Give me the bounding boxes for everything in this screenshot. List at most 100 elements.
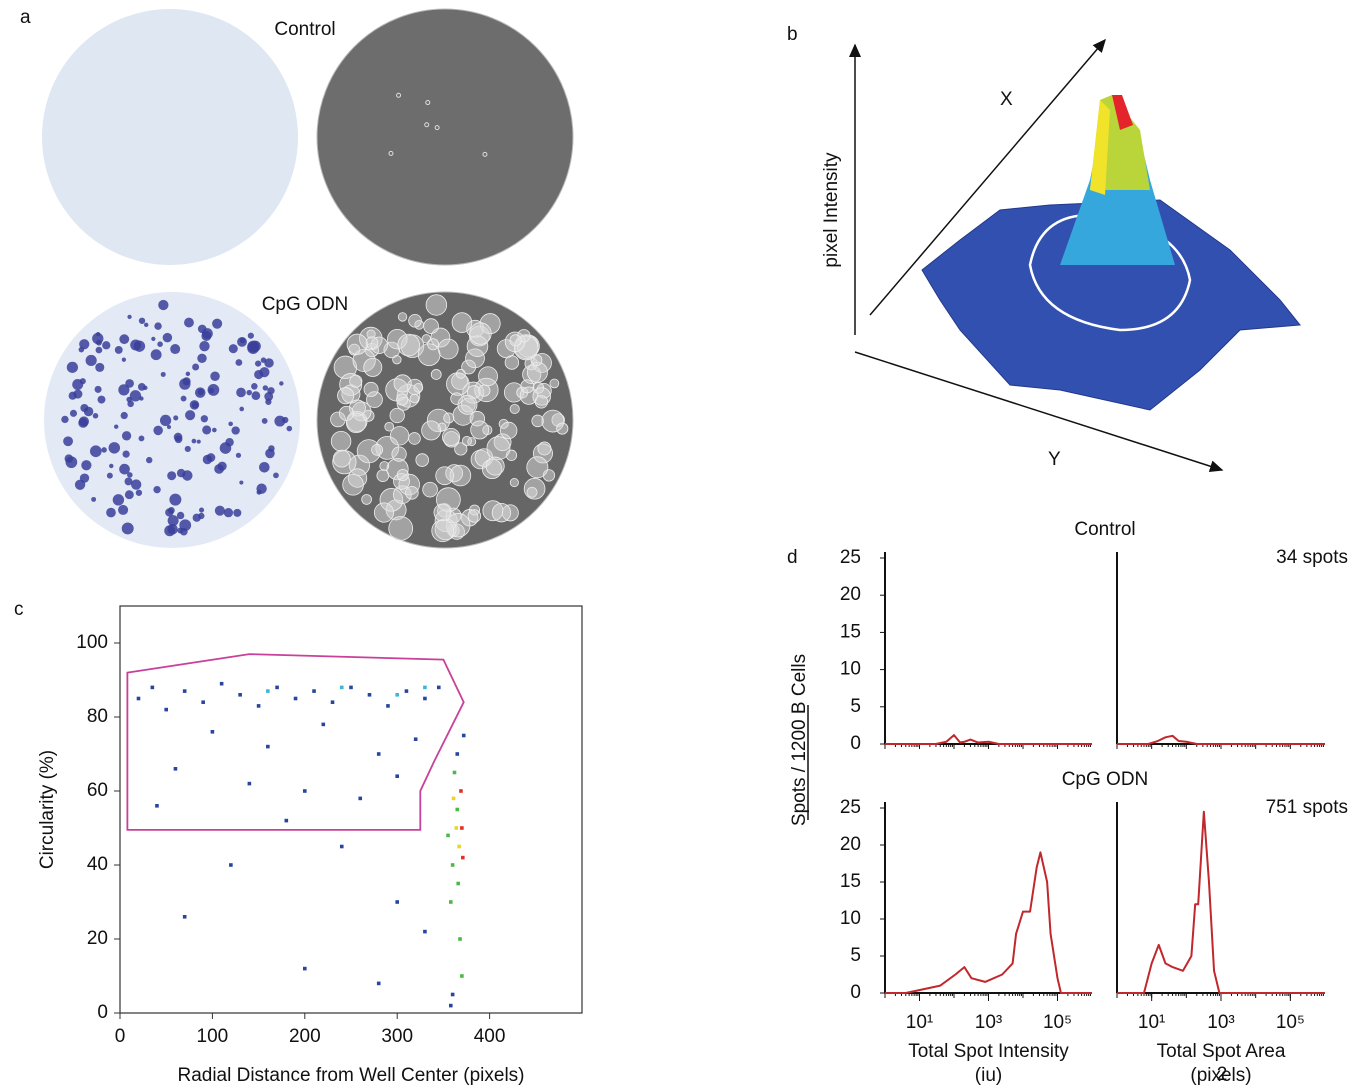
y-tick-label: 0 <box>850 982 861 1003</box>
point <box>136 696 141 701</box>
spot <box>223 508 234 518</box>
spot <box>66 361 79 373</box>
x-axis-label: Total Spot Intensity <box>908 1041 1069 1062</box>
spot <box>153 485 161 494</box>
spot <box>160 371 166 377</box>
spot <box>95 339 102 346</box>
peak <box>1112 95 1133 130</box>
spot <box>119 463 130 475</box>
point <box>423 685 427 690</box>
spot <box>108 442 121 454</box>
spot-outline <box>388 150 394 156</box>
histogram-line <box>885 851 1092 994</box>
page-number: 2 <box>1217 1064 1228 1085</box>
spot-outline <box>384 421 395 432</box>
point <box>339 844 344 849</box>
point <box>450 863 455 867</box>
spot <box>130 339 142 351</box>
spot <box>95 362 105 372</box>
spot <box>219 442 232 454</box>
spot <box>196 439 201 444</box>
spot <box>235 452 242 458</box>
spot-outline <box>408 432 421 445</box>
spot <box>239 406 245 412</box>
spot <box>246 389 252 396</box>
spot <box>184 445 191 453</box>
spot-outline <box>415 453 430 467</box>
spot <box>61 415 69 424</box>
y-axis-label: Spots / 1200 B Cells <box>789 654 810 826</box>
panel-label: d <box>787 547 798 568</box>
point <box>455 752 460 756</box>
spot <box>122 450 130 458</box>
spot <box>124 477 133 486</box>
point <box>446 833 450 838</box>
spot <box>64 454 74 463</box>
point <box>395 693 399 697</box>
spot-outline <box>526 456 549 479</box>
spot-outline <box>425 100 431 106</box>
point <box>275 685 279 690</box>
spot-outline <box>435 466 455 486</box>
panel-label: b <box>787 24 798 45</box>
spot <box>256 483 267 494</box>
spot-outline <box>482 151 488 157</box>
y-tick-label: 25 <box>840 547 861 568</box>
point <box>386 704 390 708</box>
spot <box>236 387 246 398</box>
point <box>164 707 168 712</box>
y-tick-label: 0 <box>850 733 861 754</box>
y-tick-label: 5 <box>850 945 861 966</box>
spot <box>251 383 258 390</box>
spot <box>199 341 210 352</box>
point <box>182 915 187 919</box>
spot <box>199 507 205 513</box>
x-tick-label: 10¹ <box>1138 1012 1165 1033</box>
well-image <box>316 8 574 266</box>
spot <box>274 415 286 427</box>
histogram-line <box>1117 810 1325 994</box>
spot <box>91 496 97 502</box>
spot <box>114 346 123 354</box>
spot <box>165 508 174 517</box>
x-tick-label: 200 <box>289 1026 321 1047</box>
spot-outline <box>424 122 430 128</box>
point <box>150 685 155 690</box>
point <box>349 685 353 690</box>
point <box>256 704 261 708</box>
spot <box>113 424 119 429</box>
y-tick-label: 10 <box>840 908 861 929</box>
x-tick-label: 100 <box>197 1026 229 1047</box>
point <box>266 744 270 749</box>
spot <box>217 461 227 471</box>
spot <box>173 415 179 421</box>
spot <box>139 396 144 401</box>
spot-outline <box>549 378 560 389</box>
spot <box>92 413 99 419</box>
point <box>173 767 178 771</box>
spot-outline <box>470 420 490 440</box>
spot-outline <box>478 384 491 397</box>
spot-outline <box>534 395 549 409</box>
spot <box>119 334 130 345</box>
spot <box>69 409 78 417</box>
x-tick-label: 10¹ <box>906 1012 933 1033</box>
spot-outline <box>504 355 520 370</box>
spot <box>162 332 173 343</box>
spot-outline <box>332 449 351 468</box>
spot <box>112 494 125 506</box>
point <box>450 992 455 997</box>
image-label: CpG ODN <box>262 294 349 315</box>
point <box>182 689 187 693</box>
spot-outline <box>363 381 379 397</box>
spot <box>279 381 284 386</box>
row-title: Control <box>1074 519 1135 540</box>
point <box>312 689 316 693</box>
spot <box>264 358 274 368</box>
well-images <box>42 8 574 549</box>
axis-arrow <box>869 38 1106 316</box>
spot-outline <box>392 355 402 365</box>
image-label: Control <box>274 19 335 40</box>
spot <box>80 403 89 413</box>
